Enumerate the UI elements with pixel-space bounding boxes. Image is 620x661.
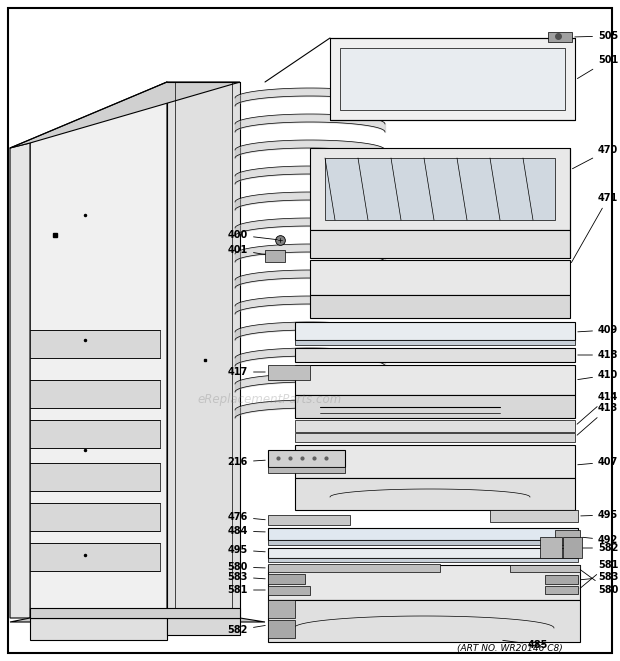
Text: 582: 582 bbox=[228, 625, 265, 635]
Polygon shape bbox=[268, 548, 578, 558]
Text: 485: 485 bbox=[503, 640, 548, 650]
Polygon shape bbox=[490, 510, 578, 522]
Polygon shape bbox=[340, 48, 565, 110]
Polygon shape bbox=[30, 380, 160, 408]
Text: 484: 484 bbox=[228, 526, 265, 536]
Polygon shape bbox=[295, 445, 575, 478]
Text: 501: 501 bbox=[577, 55, 618, 79]
Polygon shape bbox=[295, 348, 575, 362]
Polygon shape bbox=[310, 148, 570, 230]
Polygon shape bbox=[30, 503, 160, 531]
Text: 581: 581 bbox=[228, 585, 265, 595]
Polygon shape bbox=[295, 478, 575, 510]
Polygon shape bbox=[555, 530, 580, 545]
Polygon shape bbox=[268, 574, 305, 584]
Polygon shape bbox=[310, 230, 570, 258]
Polygon shape bbox=[545, 575, 578, 584]
Polygon shape bbox=[268, 467, 345, 473]
Polygon shape bbox=[268, 586, 310, 595]
Polygon shape bbox=[10, 82, 240, 148]
Text: 495: 495 bbox=[581, 510, 618, 520]
Text: 580: 580 bbox=[580, 570, 618, 595]
Polygon shape bbox=[510, 565, 580, 572]
Text: 418: 418 bbox=[578, 350, 618, 360]
Text: 471: 471 bbox=[572, 193, 618, 262]
Text: 409: 409 bbox=[578, 325, 618, 335]
Polygon shape bbox=[268, 564, 440, 572]
Text: 581: 581 bbox=[580, 560, 618, 588]
Text: 407: 407 bbox=[578, 457, 618, 467]
Polygon shape bbox=[548, 32, 572, 42]
Polygon shape bbox=[268, 600, 580, 642]
Polygon shape bbox=[295, 420, 575, 432]
Polygon shape bbox=[310, 295, 570, 318]
Text: 413: 413 bbox=[577, 403, 618, 435]
Polygon shape bbox=[330, 38, 575, 120]
Text: 505: 505 bbox=[575, 31, 618, 41]
Text: 216: 216 bbox=[228, 457, 265, 467]
Polygon shape bbox=[30, 330, 160, 358]
Polygon shape bbox=[268, 515, 350, 525]
Polygon shape bbox=[545, 586, 578, 594]
Polygon shape bbox=[30, 420, 160, 448]
Polygon shape bbox=[268, 540, 578, 545]
Polygon shape bbox=[295, 322, 575, 340]
Polygon shape bbox=[10, 618, 265, 622]
Text: 582: 582 bbox=[583, 543, 618, 553]
Polygon shape bbox=[30, 543, 160, 571]
Polygon shape bbox=[295, 395, 575, 418]
Polygon shape bbox=[30, 82, 167, 618]
Polygon shape bbox=[30, 608, 240, 618]
Text: 492: 492 bbox=[583, 535, 618, 545]
Text: 400: 400 bbox=[228, 230, 277, 240]
Polygon shape bbox=[295, 340, 575, 345]
Text: 476: 476 bbox=[228, 512, 265, 522]
Polygon shape bbox=[310, 260, 570, 295]
Polygon shape bbox=[295, 433, 575, 442]
Polygon shape bbox=[265, 250, 285, 262]
Text: 414: 414 bbox=[577, 392, 618, 424]
Polygon shape bbox=[540, 537, 562, 558]
Polygon shape bbox=[268, 528, 578, 540]
Polygon shape bbox=[325, 158, 555, 220]
Polygon shape bbox=[563, 537, 582, 558]
Text: 410: 410 bbox=[578, 370, 618, 380]
Polygon shape bbox=[8, 8, 612, 653]
Polygon shape bbox=[268, 558, 578, 562]
Polygon shape bbox=[30, 618, 167, 640]
Polygon shape bbox=[268, 450, 345, 467]
Polygon shape bbox=[10, 143, 30, 618]
Polygon shape bbox=[268, 565, 580, 600]
Text: eReplacementParts.com: eReplacementParts.com bbox=[198, 393, 342, 407]
Text: 580: 580 bbox=[228, 562, 265, 572]
Polygon shape bbox=[268, 620, 295, 638]
Text: 470: 470 bbox=[572, 145, 618, 169]
Polygon shape bbox=[295, 365, 575, 395]
Polygon shape bbox=[268, 600, 295, 618]
Text: 401: 401 bbox=[228, 245, 265, 255]
Text: 495: 495 bbox=[228, 545, 265, 555]
Polygon shape bbox=[268, 365, 310, 380]
Polygon shape bbox=[30, 463, 160, 491]
Polygon shape bbox=[167, 82, 240, 618]
Polygon shape bbox=[167, 618, 240, 635]
Text: 583: 583 bbox=[581, 572, 618, 582]
Text: 417: 417 bbox=[228, 367, 265, 377]
Text: (ART NO. WR20146 C8): (ART NO. WR20146 C8) bbox=[457, 644, 563, 652]
Text: 583: 583 bbox=[228, 572, 265, 582]
